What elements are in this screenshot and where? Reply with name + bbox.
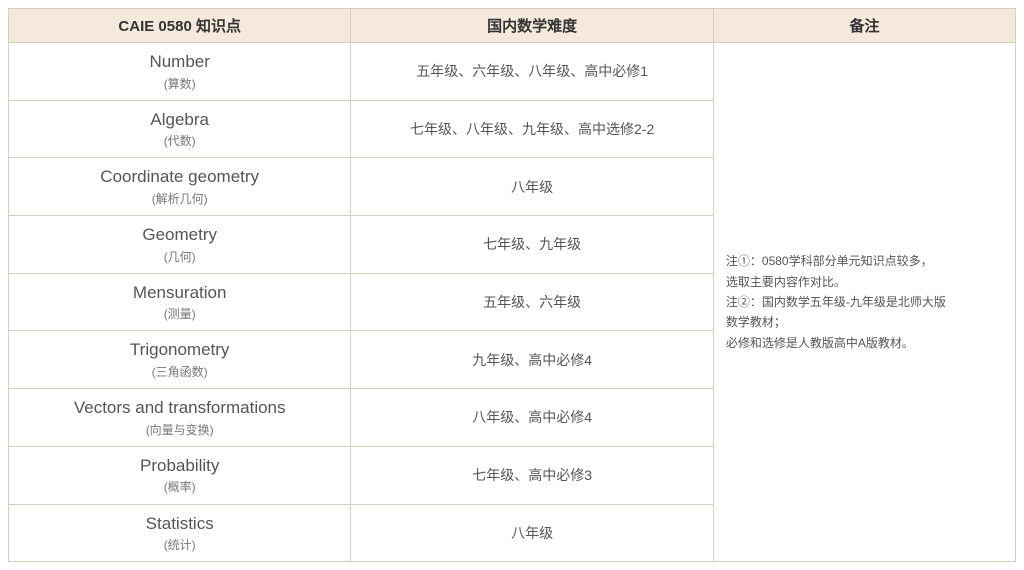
topic-sub: (代数) [17,132,342,151]
topic-main: Vectors and transformations [17,395,342,421]
topic-cell: Coordinate geometry (解析几何) [9,158,351,216]
difficulty-cell: 七年级、九年级 [351,216,714,274]
topic-cell: Geometry (几何) [9,216,351,274]
topic-cell: Probability (概率) [9,446,351,504]
topic-main: Number [17,49,342,75]
topic-sub: (三角函数) [17,363,342,382]
topic-sub: (算数) [17,75,342,94]
topic-sub: (解析几何) [17,190,342,209]
notes-line: 注②：国内数学五年级-九年级是北师大版 [726,292,1003,312]
topic-cell: Vectors and transformations (向量与变换) [9,389,351,447]
difficulty-cell: 五年级、六年级、八年级、高中必修1 [351,43,714,101]
notes-cell: 注①：0580学科部分单元知识点较多， 选取主要内容作对比。 注②：国内数学五年… [713,43,1015,562]
table-row: Number (算数) 五年级、六年级、八年级、高中必修1 注①：0580学科部… [9,43,1016,101]
difficulty-cell: 七年级、八年级、九年级、高中选修2-2 [351,100,714,158]
comparison-table: CAIE 0580 知识点 国内数学难度 备注 Number (算数) 五年级、… [8,8,1016,562]
header-topic: CAIE 0580 知识点 [9,9,351,43]
difficulty-cell: 七年级、高中必修3 [351,446,714,504]
topic-main: Statistics [17,511,342,537]
topic-sub: (统计) [17,536,342,555]
notes-line: 选取主要内容作对比。 [726,272,1003,292]
topic-sub: (测量) [17,305,342,324]
topic-main: Trigonometry [17,337,342,363]
topic-main: Algebra [17,107,342,133]
topic-main: Coordinate geometry [17,164,342,190]
difficulty-cell: 八年级、高中必修4 [351,389,714,447]
topic-sub: (向量与变换) [17,421,342,440]
header-notes: 备注 [713,9,1015,43]
difficulty-cell: 五年级、六年级 [351,273,714,331]
topic-cell: Number (算数) [9,43,351,101]
topic-sub: (几何) [17,248,342,267]
difficulty-cell: 八年级 [351,504,714,562]
topic-main: Geometry [17,222,342,248]
notes-line: 注①：0580学科部分单元知识点较多， [726,251,1003,271]
table-header-row: CAIE 0580 知识点 国内数学难度 备注 [9,9,1016,43]
header-difficulty: 国内数学难度 [351,9,714,43]
topic-sub: (概率) [17,478,342,497]
comparison-table-container: CAIE 0580 知识点 国内数学难度 备注 Number (算数) 五年级、… [8,8,1016,562]
topic-cell: Trigonometry (三角函数) [9,331,351,389]
difficulty-cell: 八年级 [351,158,714,216]
notes-line: 数学教材； [726,312,1003,332]
topic-cell: Mensuration (测量) [9,273,351,331]
topic-cell: Statistics (统计) [9,504,351,562]
notes-line: 必修和选修是人教版高中A版教材。 [726,333,1003,353]
topic-cell: Algebra (代数) [9,100,351,158]
topic-main: Mensuration [17,280,342,306]
topic-main: Probability [17,453,342,479]
difficulty-cell: 九年级、高中必修4 [351,331,714,389]
